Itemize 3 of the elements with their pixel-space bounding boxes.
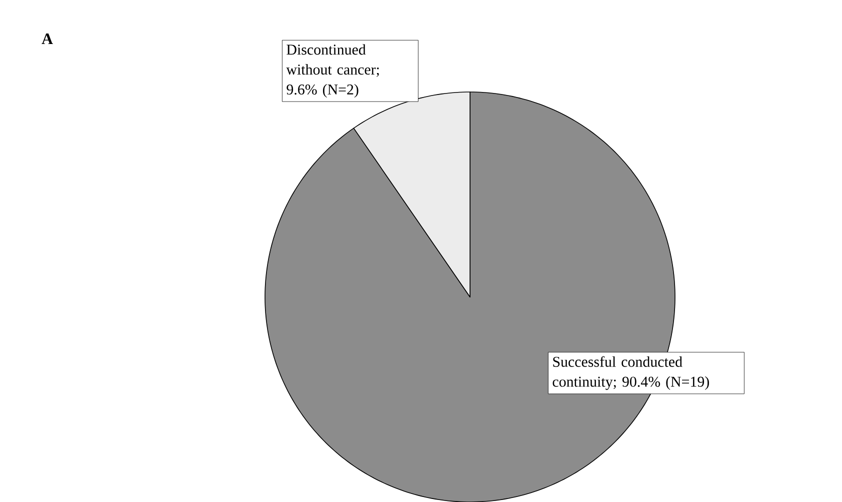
slice-label: Successful conducted continuity; 90.4% (N=19) [552, 356, 709, 390]
text: A [42, 34, 53, 44]
slice-label: Discontinued without cancer; 9.6% (N=2) [286, 44, 379, 98]
